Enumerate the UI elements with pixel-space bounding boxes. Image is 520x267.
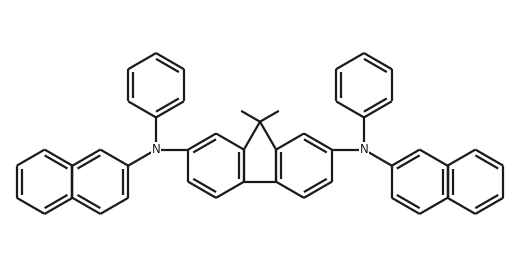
Text: N: N — [359, 143, 368, 156]
Text: N: N — [152, 143, 161, 156]
